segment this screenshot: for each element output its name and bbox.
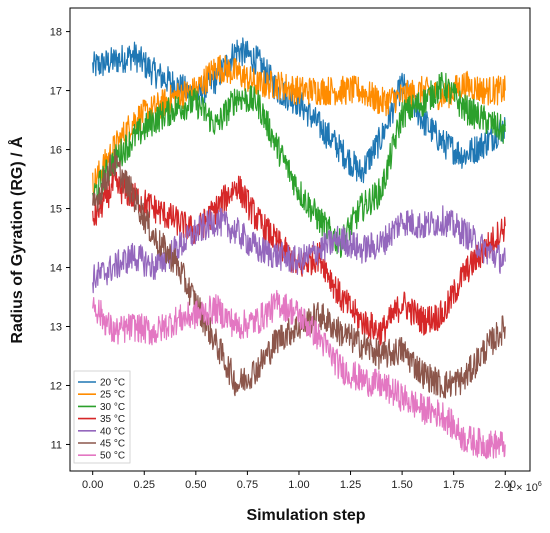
legend: 20 °C25 °C30 °C35 °C40 °C 45 °C50 °C — [73, 370, 131, 464]
x-tick-label: 0.75 — [237, 479, 258, 491]
series-layer — [92, 37, 506, 460]
y-tick-label: 13 — [50, 321, 62, 333]
x-axis-multiplier-exponent: 6 — [538, 481, 542, 488]
legend-label: 20 °C — [100, 378, 125, 389]
y-tick-label: 14 — [50, 263, 62, 275]
legend-label: 35 °C — [100, 414, 125, 425]
x-tick-label: 0.00 — [82, 479, 103, 491]
y-tick-label: 18 — [50, 27, 62, 39]
y-tick-label: 11 — [51, 439, 62, 451]
y-tick-label: 16 — [50, 145, 62, 157]
x-tick-label: 0.50 — [185, 479, 206, 491]
series-line-30c — [92, 72, 506, 258]
y-tick-label: 17 — [50, 86, 62, 98]
x-tick-label: 1.25 — [340, 479, 361, 491]
series-line-40c — [92, 205, 506, 294]
x-tick-label: 2.00 — [495, 479, 516, 491]
x-axis-multiplier: 1 × 106 — [507, 481, 542, 494]
legend-label: 50 °C — [100, 451, 125, 462]
x-tick-label: 0.25 — [134, 479, 155, 491]
legend-label: 45 °C — [100, 439, 125, 450]
x-axis-multiplier-base: 1 × 10 — [507, 482, 538, 494]
legend-label: 30 °C — [100, 402, 125, 413]
y-axis-title: Radius of Gyration (RG) / Å — [7, 136, 26, 344]
legend-label: 40 °C — [100, 426, 125, 437]
plot-frame — [69, 7, 531, 472]
y-tick-label: 12 — [50, 380, 62, 392]
x-axis-title: Simulation step — [246, 507, 365, 524]
series-line-45c — [92, 149, 506, 399]
legend-label: 25 °C — [100, 390, 125, 401]
x-tick-label: 1.50 — [391, 479, 412, 491]
series-line-35c — [92, 171, 506, 347]
tick-layer: 0.00 0.25 0.50 0.75 1.00 1.25 1.50 1.75 2.00 11 12… — [50, 27, 516, 491]
x-tick-label: 1.00 — [288, 479, 309, 491]
series-line-50c — [92, 289, 506, 460]
x-tick-label: 1.75 — [443, 479, 464, 491]
legend-box — [73, 370, 131, 464]
y-tick-label: 15 — [50, 204, 62, 216]
